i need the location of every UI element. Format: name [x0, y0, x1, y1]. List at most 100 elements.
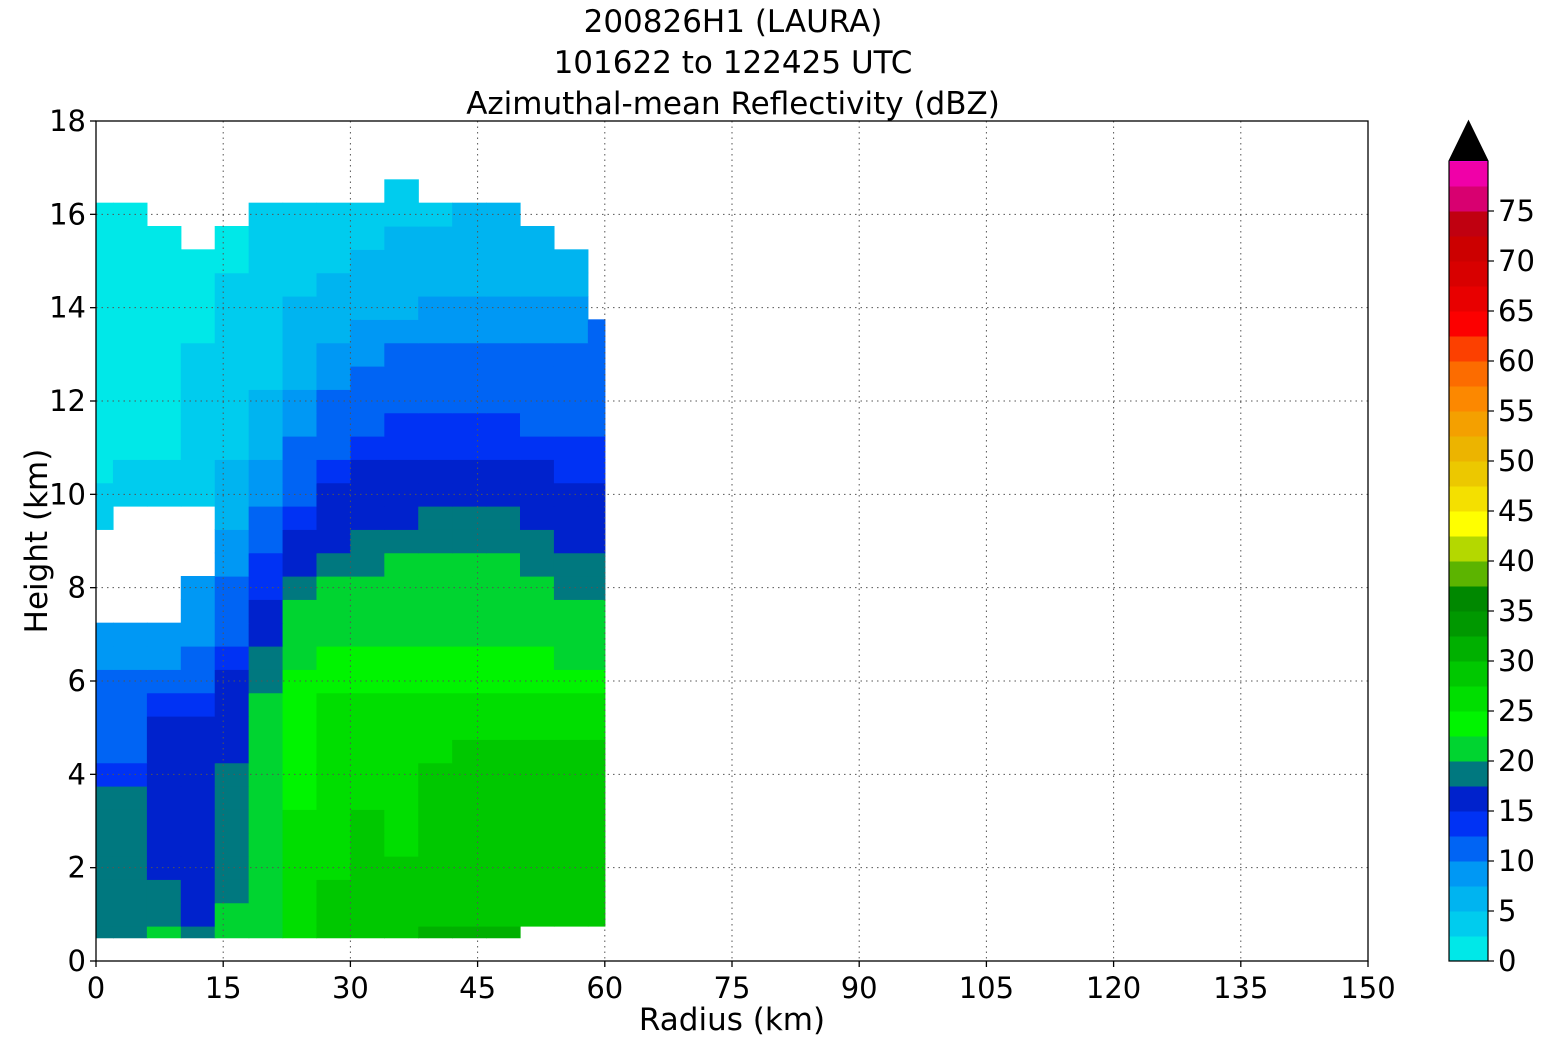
- reflectivity-cell: [418, 436, 453, 460]
- reflectivity-cell: [418, 926, 453, 939]
- reflectivity-cell: [214, 389, 250, 414]
- colorbar-swatch: [1449, 786, 1488, 812]
- reflectivity-cell: [486, 739, 521, 764]
- reflectivity-cell: [146, 692, 182, 717]
- reflectivity-cell: [350, 879, 385, 904]
- reflectivity-cell: [587, 412, 606, 437]
- reflectivity-cell: [248, 786, 284, 810]
- reflectivity-cell: [214, 412, 250, 437]
- reflectivity-cell: [350, 762, 385, 787]
- reflectivity-cell: [452, 902, 487, 927]
- reflectivity-cell: [418, 482, 453, 507]
- reflectivity-cell: [248, 529, 284, 554]
- reflectivity-cell: [316, 832, 351, 857]
- reflectivity-cell: [486, 529, 521, 554]
- reflectivity-cell: [282, 552, 318, 577]
- chart-title-line-3: Azimuthal-mean Reflectivity (dBZ): [466, 86, 1000, 122]
- colorbar-swatch: [1449, 736, 1488, 762]
- y-axis: 0 2 4 6 8 10 12 14 16 18: [49, 104, 96, 978]
- reflectivity-cell: [486, 622, 521, 647]
- reflectivity-cell: [553, 576, 589, 600]
- reflectivity-cell: [248, 366, 284, 390]
- y-tick-label: 18: [49, 104, 86, 138]
- reflectivity-cell: [384, 459, 419, 484]
- reflectivity-cell: [180, 739, 216, 764]
- reflectivity-cell: [452, 622, 487, 647]
- reflectivity-cell: [282, 249, 318, 274]
- reflectivity-cell: [553, 856, 589, 880]
- reflectivity-cell: [214, 599, 250, 624]
- colorbar-swatch: [1449, 486, 1488, 512]
- reflectivity-cell: [96, 902, 114, 927]
- reflectivity-cell: [316, 366, 351, 390]
- reflectivity-cell: [282, 226, 318, 250]
- colorbar-swatch: [1449, 361, 1488, 387]
- reflectivity-cell: [146, 902, 182, 927]
- reflectivity-cell: [452, 366, 487, 390]
- reflectivity-cell: [520, 459, 555, 484]
- reflectivity-cell: [180, 249, 216, 274]
- reflectivity-cell: [248, 599, 284, 624]
- reflectivity-cell: [350, 296, 385, 320]
- reflectivity-cell: [180, 669, 216, 694]
- reflectivity-cell: [384, 809, 419, 834]
- y-tick-label: 2: [68, 851, 86, 885]
- reflectivity-cell: [146, 926, 182, 939]
- reflectivity-cell: [553, 669, 589, 694]
- reflectivity-cell: [520, 622, 555, 647]
- reflectivity-cell: [146, 879, 182, 904]
- reflectivity-cell: [587, 599, 606, 624]
- reflectivity-cell: [180, 716, 216, 740]
- x-tick-label: 120: [1086, 971, 1141, 1005]
- reflectivity-cell: [452, 786, 487, 810]
- reflectivity-cell: [248, 716, 284, 740]
- reflectivity-cell: [486, 366, 521, 390]
- reflectivity-cell: [282, 272, 318, 297]
- reflectivity-cell: [520, 646, 555, 670]
- reflectivity-cell: [214, 576, 250, 600]
- reflectivity-cell: [282, 809, 318, 834]
- reflectivity-cell: [282, 412, 318, 437]
- reflectivity-cell: [384, 482, 419, 507]
- colorbar-swatch: [1449, 436, 1488, 462]
- reflectivity-cell: [587, 716, 606, 740]
- reflectivity-cell: [350, 412, 385, 437]
- reflectivity-cell: [452, 226, 487, 250]
- reflectivity-cell: [520, 319, 555, 344]
- reflectivity-cell: [180, 599, 216, 624]
- reflectivity-cell: [520, 879, 555, 904]
- reflectivity-cell: [384, 879, 419, 904]
- reflectivity-cell: [282, 902, 318, 927]
- reflectivity-cell: [384, 226, 419, 250]
- reflectivity-cell: [180, 762, 216, 787]
- reflectivity-cell: [146, 412, 182, 437]
- reflectivity-cell: [112, 459, 148, 484]
- reflectivity-cell: [350, 786, 385, 810]
- reflectivity-cell: [112, 319, 148, 344]
- reflectivity-cell: [146, 669, 182, 694]
- reflectivity-cell: [146, 856, 182, 880]
- reflectivity-cell: [587, 832, 606, 857]
- reflectivity-cell: [418, 319, 453, 344]
- reflectivity-cell: [214, 902, 250, 927]
- colorbar-swatch: [1449, 161, 1488, 187]
- reflectivity-cell: [350, 272, 385, 297]
- reflectivity-cell: [96, 739, 114, 764]
- reflectivity-cell: [112, 412, 148, 437]
- reflectivity-cell: [316, 412, 351, 437]
- reflectivity-cell: [350, 436, 385, 460]
- reflectivity-cell: [112, 786, 148, 810]
- reflectivity-cell: [418, 389, 453, 414]
- y-tick-label: 14: [49, 291, 86, 325]
- reflectivity-cell: [486, 786, 521, 810]
- reflectivity-cell: [96, 342, 114, 367]
- reflectivity-cell: [418, 529, 453, 554]
- reflectivity-cell: [418, 856, 453, 880]
- x-tick-label: 90: [841, 971, 878, 1005]
- reflectivity-cell: [146, 739, 182, 764]
- reflectivity-cell: [520, 832, 555, 857]
- reflectivity-cell: [214, 319, 250, 344]
- reflectivity-cell: [384, 786, 419, 810]
- colorbar-tick-label: 0: [1498, 944, 1516, 978]
- reflectivity-cell: [316, 809, 351, 834]
